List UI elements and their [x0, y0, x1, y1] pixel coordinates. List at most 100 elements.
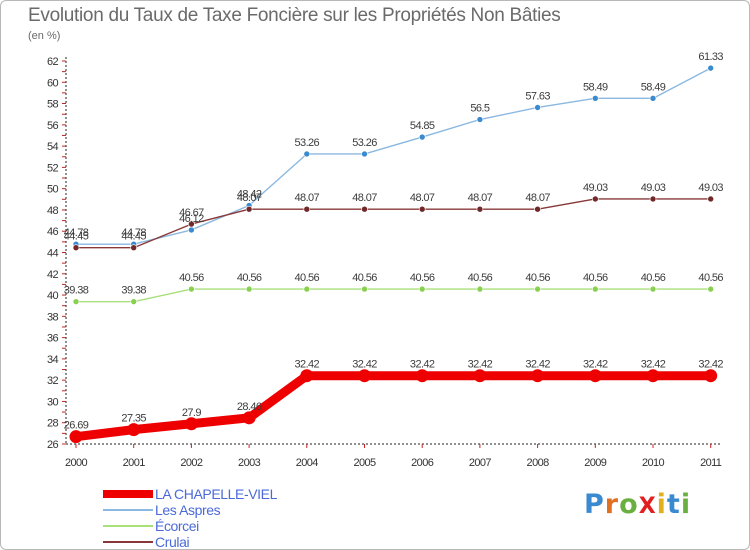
x-tick-label: 2011 — [700, 457, 722, 469]
series-line — [75, 288, 712, 303]
data-label: 40.56 — [237, 272, 262, 284]
x-tick-label: 2001 — [123, 457, 146, 469]
data-label: 44.78 — [64, 227, 89, 239]
data-label: 61.33 — [698, 51, 723, 63]
data-label: 27.9 — [182, 407, 201, 419]
data-label: 32.42 — [698, 359, 723, 371]
y-tick-label: 58 — [47, 99, 59, 111]
data-point — [646, 369, 660, 383]
data-point — [361, 205, 368, 213]
data-point — [72, 298, 80, 305]
data-label: 48.07 — [237, 192, 262, 204]
data-point — [361, 150, 368, 158]
data-point — [588, 369, 602, 383]
series-line — [75, 67, 712, 245]
data-point — [591, 95, 599, 102]
data-labels: 44.78 44.78 46.12 48.42 53.26 53.26 54.85 56.5 5… — [64, 51, 724, 432]
data-label: 48.07 — [295, 192, 320, 204]
legend-swatch — [103, 509, 153, 511]
y-tick-label: 48 — [47, 205, 59, 217]
logo-letter: i — [656, 489, 667, 520]
x-tick-label: 2003 — [238, 457, 261, 469]
y-tick-label: 46 — [47, 226, 59, 238]
data-point — [591, 285, 599, 293]
data-point — [649, 285, 657, 293]
data-point — [242, 411, 256, 425]
data-point — [184, 417, 198, 431]
data-label: 32.42 — [468, 359, 493, 371]
y-tick-label: 50 — [47, 184, 59, 196]
data-point — [476, 285, 484, 293]
data-point — [591, 195, 599, 203]
y-tick-label: 52 — [47, 162, 59, 174]
data-label: 32.42 — [352, 359, 377, 371]
data-label: 44.45 — [64, 231, 89, 243]
data-point — [130, 298, 137, 305]
series-les-aspres — [72, 64, 715, 248]
data-label: 58.49 — [583, 81, 608, 93]
data-label: 56.5 — [470, 103, 489, 115]
data-label: 39.38 — [121, 285, 146, 297]
series-lines — [69, 64, 718, 444]
data-label: 32.42 — [583, 359, 608, 371]
x-tick-label: 2005 — [353, 457, 376, 469]
data-label: 48.07 — [410, 192, 435, 204]
data-label: 49.03 — [583, 182, 608, 194]
legend-label: Écorcei — [155, 518, 199, 534]
data-label: 53.26 — [295, 137, 320, 149]
x-tick-label: 2009 — [584, 457, 607, 469]
data-label: 57.63 — [525, 90, 550, 102]
chart-title: Evolution du Taux de Taxe Foncière sur l… — [28, 5, 561, 26]
y-tick-label: 60 — [47, 77, 59, 89]
series-crulai — [72, 195, 715, 252]
data-label: 28.46 — [237, 401, 262, 413]
data-label: 32.42 — [410, 359, 435, 371]
data-label: 48.42 — [237, 188, 262, 200]
axes: 26 28 30 32 34 36 38 40 42 44 46 48 50 52 54 56 58 60 62 20… — [47, 56, 722, 469]
data-point — [127, 423, 141, 437]
data-point — [534, 104, 541, 111]
logo-letter: o — [619, 489, 639, 520]
data-point — [188, 285, 195, 293]
legend-item: Les Aspres — [103, 502, 363, 519]
data-point — [418, 205, 426, 213]
logo-letter: r — [604, 489, 620, 520]
data-point — [188, 226, 195, 234]
data-label: 40.56 — [410, 272, 435, 284]
data-point — [704, 369, 718, 383]
data-label: 54.85 — [410, 120, 435, 132]
data-label: 40.56 — [698, 272, 723, 284]
data-point — [69, 430, 83, 444]
y-tick-label: 54 — [47, 141, 59, 153]
legend-item: Crulai — [103, 534, 363, 549]
y-tick-label: 26 — [47, 439, 59, 451]
x-tick-label: 2002 — [180, 457, 203, 469]
y-tick-label: 38 — [47, 311, 59, 323]
data-label: 32.42 — [295, 359, 320, 371]
data-point — [534, 285, 541, 293]
x-tick-label: 2000 — [65, 457, 88, 469]
logo-letter: P — [584, 489, 605, 520]
y-tick-label: 34 — [47, 354, 59, 366]
data-point — [303, 285, 311, 293]
y-tick-label: 36 — [47, 333, 59, 345]
y-tick-label: 30 — [47, 396, 59, 408]
data-point — [534, 205, 541, 213]
x-tick-label: 2004 — [296, 457, 319, 469]
data-point — [245, 205, 253, 213]
data-label: 40.56 — [179, 272, 204, 284]
data-point — [649, 95, 657, 102]
data-label: 58.49 — [641, 81, 666, 93]
series-line — [71, 371, 716, 442]
data-label: 27.35 — [121, 413, 146, 425]
data-point — [358, 369, 371, 383]
data-label: 40.56 — [468, 272, 493, 284]
legend-swatch — [103, 490, 153, 498]
series-line — [75, 198, 712, 249]
x-tick-label: 2010 — [642, 457, 665, 469]
data-label: 48.07 — [525, 192, 550, 204]
x-tick-label: 2008 — [527, 457, 550, 469]
legend-label: LA CHAPELLE-VIEL — [155, 486, 277, 502]
legend-item: LA CHAPELLE-VIEL — [103, 486, 363, 503]
